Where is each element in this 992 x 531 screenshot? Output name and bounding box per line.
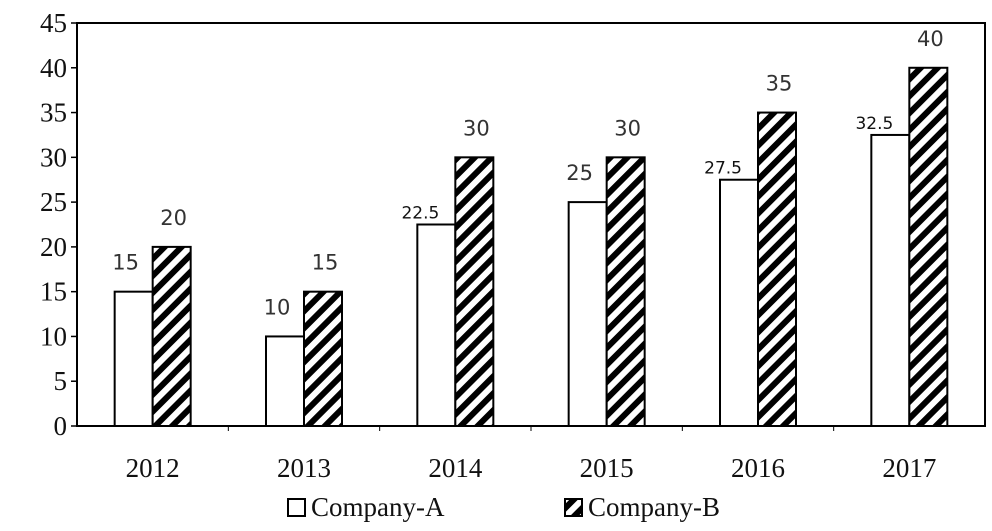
y-axis: 0 5 10 15 20 25 30 35 40 45 [40,8,77,441]
data-labels: 15 20 10 15 22.5 30 25 30 27.5 35 32.5 40 [112,27,943,320]
bar-company-a-2016 [719,178,759,427]
bar-company-a-2014 [416,223,457,427]
data-label-company-a-2012: 15 [112,251,139,275]
y-tick-label: 30 [40,142,67,172]
y-tick-label: 40 [40,53,67,83]
x-tick-label-2012: 2012 [126,453,180,483]
y-tick-label: 25 [40,187,67,217]
y-tick-label: 0 [54,411,68,441]
plot-border [76,22,986,427]
bar-company-a-2017 [870,133,911,427]
data-label-company-b-2015: 30 [614,116,641,140]
x-tick-label-2015: 2015 [580,453,634,483]
x-tick-label-2013: 2013 [277,453,331,483]
x-tick-label-2017: 2017 [882,453,936,483]
data-label-company-b-2016: 35 [766,72,793,96]
data-label-company-a-2017: 32.5 [855,114,893,134]
legend-swatch-company-a [287,498,306,517]
x-tick-label-2014: 2014 [428,453,483,483]
y-tick-label: 20 [40,232,67,262]
x-axis: 2012 2013 2014 2015 2016 2017 [126,426,936,483]
data-label-company-a-2013: 10 [264,295,291,319]
legend-swatch-company-b [564,498,583,517]
data-label-company-a-2016: 27.5 [704,159,742,179]
bars [113,66,949,428]
data-label-company-b-2014: 30 [463,116,490,140]
bar-company-a-2012 [113,290,154,427]
bar-company-b-2017 [908,66,949,428]
y-tick-label: 15 [40,277,67,307]
bar-company-a-2013 [265,335,305,428]
bar-company-b-2012 [151,245,192,427]
y-tick-label: 45 [40,8,67,38]
data-label-company-b-2017: 40 [917,27,944,51]
legend-label-company-a: Company-A [311,492,445,522]
data-label-company-b-2013: 15 [312,251,339,275]
y-tick-label: 10 [40,321,67,351]
legend-label-company-b: Company-B [588,492,720,522]
y-tick-label: 5 [54,366,68,396]
y-tick-label: 35 [40,98,67,128]
bar-company-b-2015 [605,156,646,427]
x-tick-label-2016: 2016 [731,453,785,483]
bar-company-b-2013 [303,290,343,427]
legend: Company-A Company-B [287,492,720,522]
bar-company-b-2014 [454,156,495,427]
data-label-company-a-2015: 25 [566,161,593,185]
bar-company-a-2015 [567,201,608,427]
bar-company-b-2016 [757,111,797,428]
plot-frame [76,22,986,427]
data-label-company-a-2014: 22.5 [401,204,439,224]
data-label-company-b-2012: 20 [160,206,187,230]
